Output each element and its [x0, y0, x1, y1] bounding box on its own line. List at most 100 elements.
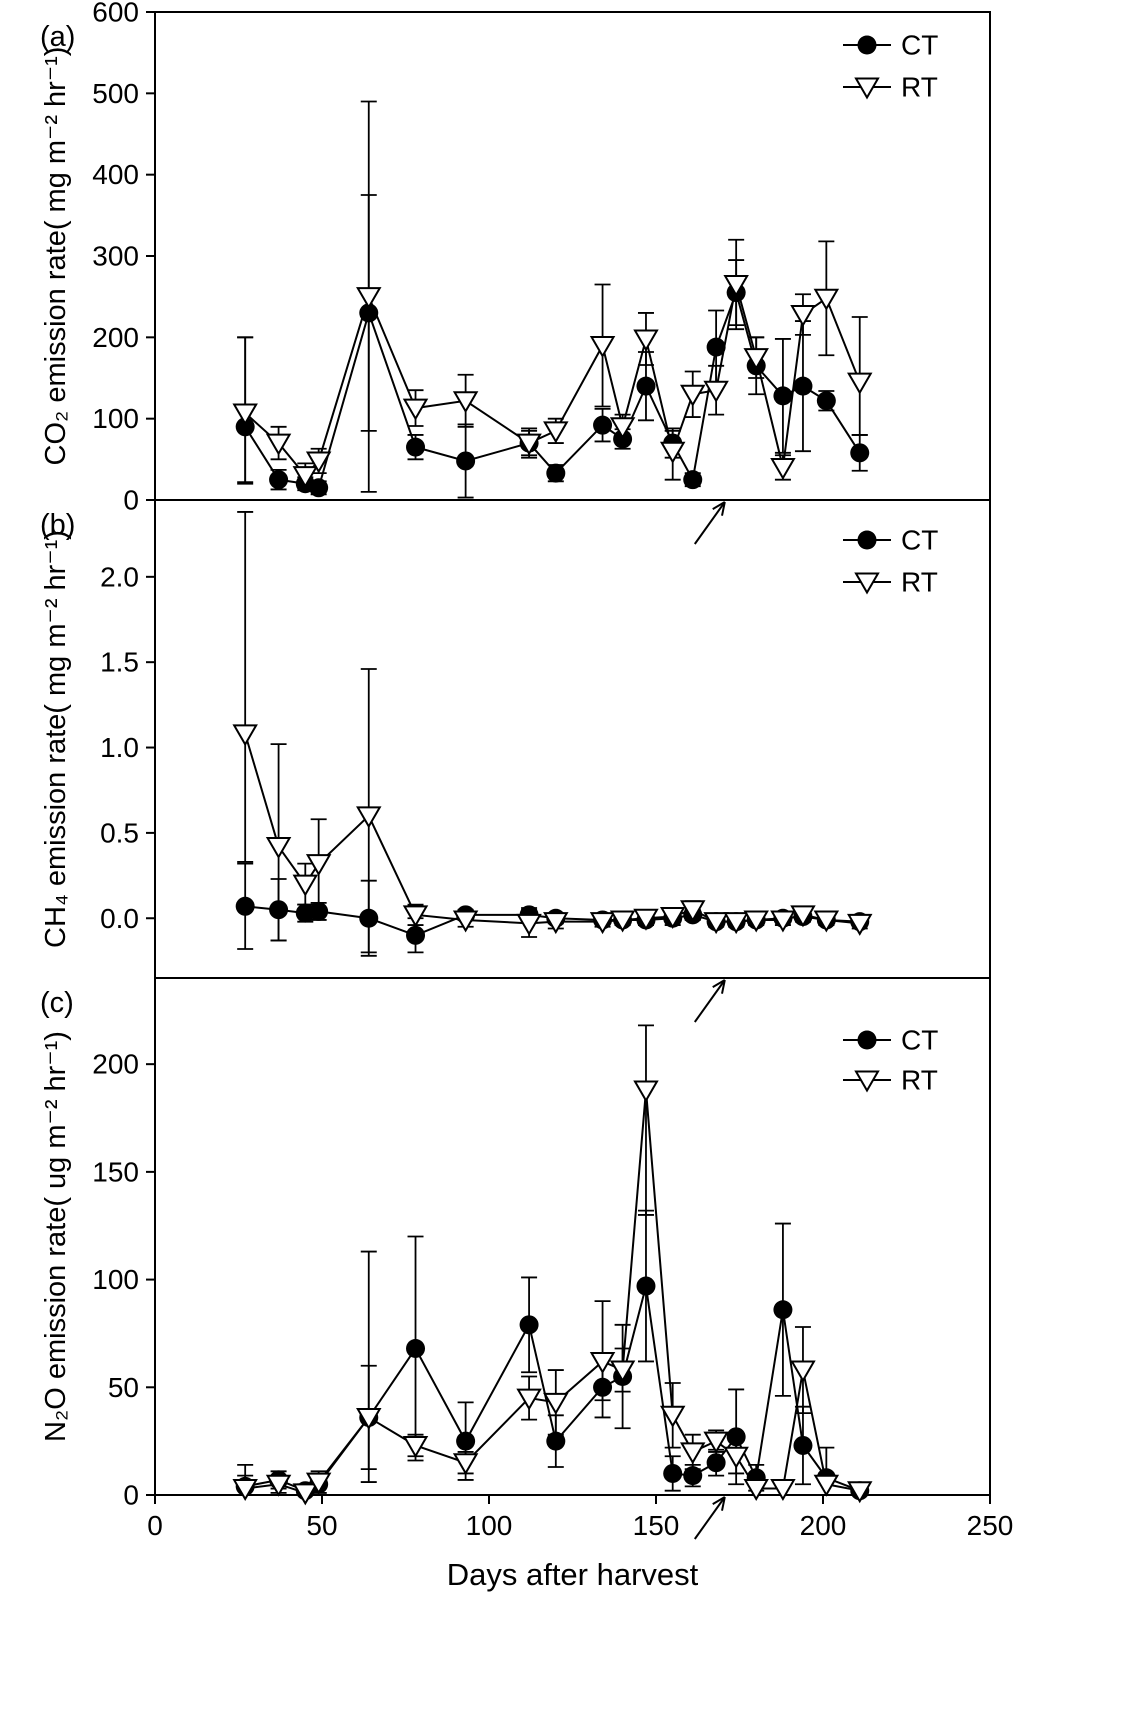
y-tick-label: 100 [92, 1264, 139, 1295]
y-tick-label: 150 [92, 1156, 139, 1187]
legend-label-ct: CT [901, 525, 938, 556]
event-arrow-head [721, 1496, 726, 1511]
rt-marker [609, 910, 636, 933]
legend-marker-rt [854, 572, 880, 595]
ct-marker [546, 463, 566, 483]
panel-a: 0 100 200 300 400 500 600 CO₂ emission rate( mg… [40, 0, 991, 545]
rt-marker [292, 466, 319, 489]
rt-marker [633, 908, 659, 931]
panel-c: 0 50 100 150 200 N₂O emission rate( ug m⁻² hr… [40, 977, 991, 1540]
rt-marker [516, 1388, 542, 1411]
rt-marker [265, 1474, 292, 1497]
x-tick-label: 50 [306, 1510, 337, 1541]
legend-label-rt: RT [901, 1065, 938, 1096]
series-line-rt [244, 733, 860, 925]
ct-marker [593, 415, 613, 435]
ct-marker [793, 1435, 813, 1455]
rt-marker [543, 1392, 569, 1415]
rt-marker [543, 912, 569, 935]
ct-marker [309, 478, 329, 498]
rt-marker [680, 900, 706, 923]
rt-marker [703, 912, 729, 935]
rt-marker [790, 305, 816, 328]
ct-marker [519, 1315, 539, 1335]
y-tick-label: 1.5 [100, 647, 139, 678]
event-arrow [693, 1496, 726, 1540]
rt-marker [589, 912, 616, 935]
ct-marker [406, 1339, 426, 1359]
rt-marker [659, 1405, 686, 1428]
legend-marker-rt [854, 77, 880, 100]
ct-marker [683, 1466, 703, 1486]
rt-marker [680, 1442, 706, 1465]
ct-marker [726, 1427, 746, 1447]
rt-marker [743, 910, 769, 933]
legend-marker-rt [854, 1070, 880, 1093]
y-tick-label: 0 [123, 485, 139, 516]
series-rt [232, 1024, 873, 1506]
ct-marker [406, 437, 426, 457]
panel-letter: (b) [40, 509, 75, 541]
x-tick-label: 250 [967, 1510, 1014, 1541]
rt-marker [659, 907, 686, 930]
legend-label-rt: RT [901, 567, 938, 598]
rt-marker [356, 806, 382, 829]
rt-marker [723, 912, 749, 935]
rt-marker [813, 910, 840, 933]
rt-marker [847, 913, 873, 936]
y-tick-label: 0.0 [100, 903, 139, 934]
rt-marker [813, 1474, 840, 1497]
rt-marker [516, 433, 542, 456]
rt-marker [292, 874, 319, 897]
rt-marker [790, 905, 816, 928]
ct-marker [456, 1431, 476, 1451]
rt-marker [305, 854, 332, 877]
y-tick-label: 300 [92, 241, 139, 272]
event-arrow-head [712, 1496, 726, 1505]
y-tick-label: 1.0 [100, 732, 139, 763]
rt-marker [265, 433, 292, 456]
panel-b: 0.0 0.5 1.0 1.5 2.0 CH₄ emission rate( mg m⁻²… [40, 499, 991, 1023]
y-tick-label: 600 [92, 0, 139, 28]
rt-marker [847, 1481, 873, 1504]
x-tick-label: 0 [147, 1510, 163, 1541]
y-axis-label: N₂O emission rate( ug m⁻² hr⁻¹) [40, 1031, 72, 1442]
series-ct [235, 1209, 870, 1501]
series-ct [235, 862, 870, 957]
x-tick-label: 200 [800, 1510, 847, 1541]
rt-marker [452, 391, 479, 414]
panel-letter: (c) [40, 987, 74, 1019]
series-line-ct [244, 289, 861, 490]
rt-marker [452, 910, 479, 933]
ct-marker [793, 376, 813, 396]
rt-marker [770, 457, 796, 480]
rt-marker [265, 837, 292, 860]
legend-marker-ct [857, 35, 877, 55]
ct-marker [850, 443, 870, 463]
event-arrow [693, 979, 726, 1023]
y-tick-label: 0 [123, 1480, 139, 1511]
event-arrow-head [721, 979, 726, 994]
y-tick-label: 500 [92, 78, 139, 109]
y-axis-label: CH₄ emission rate( mg m⁻² hr⁻¹) [40, 530, 72, 948]
y-tick-label: 2.0 [100, 561, 139, 592]
event-arrow-head [712, 979, 726, 988]
legend-label-rt: RT [901, 72, 938, 103]
rt-marker [659, 441, 686, 464]
y-tick-label: 200 [92, 322, 139, 353]
y-tick-label: 400 [92, 159, 139, 190]
rt-marker [847, 372, 873, 395]
event-arrow-head [721, 501, 726, 516]
ct-marker [773, 386, 793, 406]
event-arrow [693, 501, 726, 545]
rt-marker [232, 1479, 258, 1502]
rt-marker [633, 329, 659, 352]
rt-marker [305, 451, 332, 474]
rt-marker [743, 1479, 769, 1502]
rt-marker [723, 1446, 749, 1469]
rt-marker [589, 335, 616, 358]
rt-marker [609, 1360, 636, 1383]
ct-marker [269, 470, 289, 490]
rt-marker [402, 905, 429, 928]
